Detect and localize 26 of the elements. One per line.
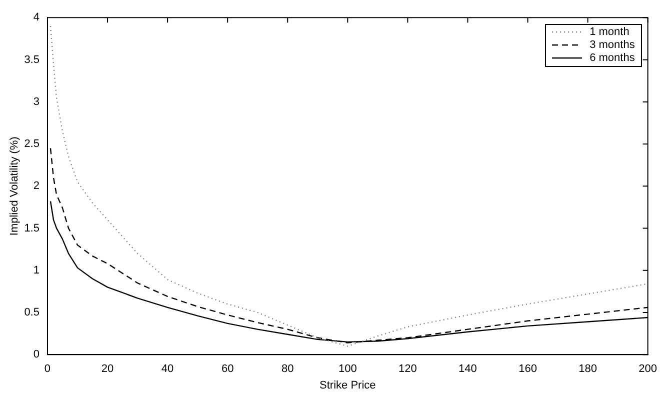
legend-label: 3 months <box>590 38 635 52</box>
y-tick-label: 2 <box>33 180 40 192</box>
y-tick-label: 1.5 <box>24 222 40 234</box>
x-tick-label: 180 <box>578 363 597 376</box>
x-tick-label: 0 <box>44 363 51 376</box>
x-tick-label: 60 <box>221 363 234 376</box>
x-tick-label: 80 <box>282 363 294 376</box>
legend-label: 1 month <box>590 26 630 39</box>
y-tick-label: 1 <box>33 264 40 276</box>
y-tick-label: 3 <box>33 96 40 108</box>
x-tick-label: 140 <box>458 363 477 376</box>
x-axis-title: Strike Price <box>320 379 376 392</box>
x-tick-label: 200 <box>638 363 658 376</box>
y-tick-label: 4 <box>33 12 40 24</box>
y-tick-label: 0.5 <box>24 306 40 319</box>
x-tick-label: 40 <box>161 363 174 376</box>
line-series <box>50 25 648 347</box>
y-axis-title: Implied Volatility (%) <box>8 136 21 236</box>
x-tick-label: 20 <box>101 363 114 376</box>
y-tick-label: 3.5 <box>24 54 40 66</box>
x-tick-label: 120 <box>398 363 417 376</box>
y-tick-label: 0 <box>33 348 40 361</box>
x-tick-label: 100 <box>338 363 357 376</box>
legend-label: 6 months <box>590 52 635 65</box>
y-tick-label: 2.5 <box>24 138 40 150</box>
x-tick-label: 160 <box>518 363 537 376</box>
